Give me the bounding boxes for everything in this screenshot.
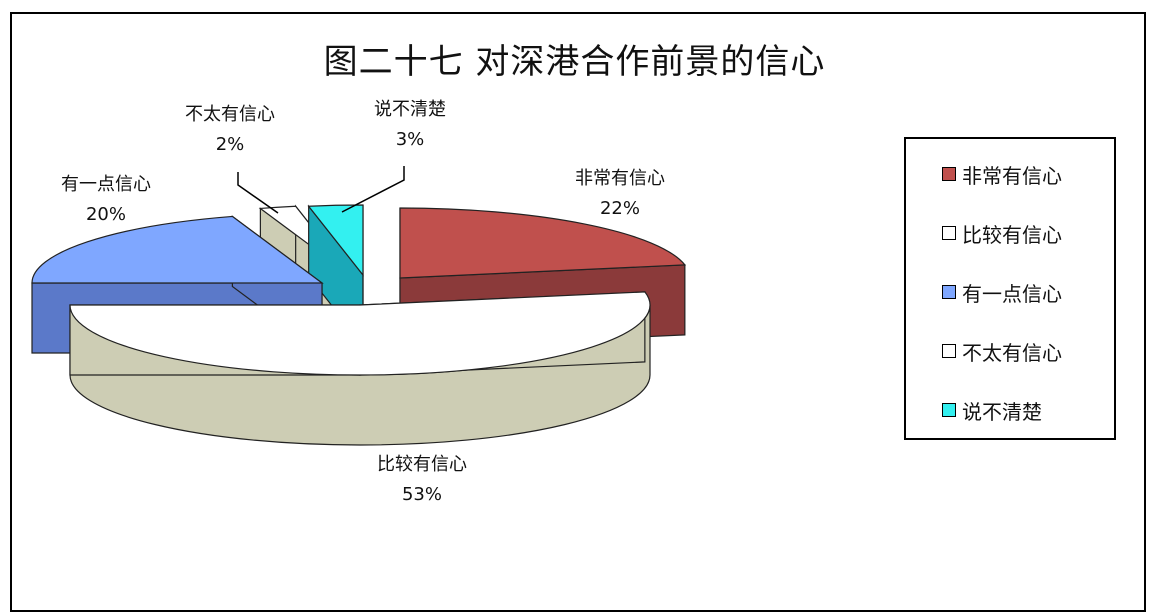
legend-item: 非常有信心 xyxy=(942,161,1062,188)
leader-line xyxy=(237,172,279,214)
slice-top xyxy=(307,204,364,277)
legend-item: 说不清楚 xyxy=(942,397,1042,424)
data-label-value: 22% xyxy=(600,198,640,219)
pie-chart: 非常有信心 22% 比较有信心 53% 有一点信心 20% 不太有信心 2% 说不清楚 3% xyxy=(31,99,687,505)
legend-swatch xyxy=(942,403,956,417)
pie-slice xyxy=(69,291,651,446)
data-label-category: 比较有信心 xyxy=(377,454,467,475)
legend: 非常有信心比较有信心有一点信心不太有信心说不清楚 xyxy=(904,137,1116,440)
data-label-category: 有一点信心 xyxy=(61,174,151,195)
legend-label: 比较有信心 xyxy=(962,222,1062,247)
legend-swatch xyxy=(942,285,956,299)
legend-swatch xyxy=(942,226,956,240)
legend-label: 说不清楚 xyxy=(962,399,1042,424)
data-label-category: 说不清楚 xyxy=(374,99,446,120)
legend-item: 有一点信心 xyxy=(942,279,1062,306)
legend-swatch xyxy=(942,167,956,181)
slice-top xyxy=(399,207,687,279)
legend-item: 不太有信心 xyxy=(942,338,1062,365)
data-label-value: 20% xyxy=(86,204,126,225)
legend-swatch xyxy=(942,344,956,358)
data-label-category: 不太有信心 xyxy=(185,104,275,125)
data-label-value: 53% xyxy=(402,484,442,505)
data-label-value: 2% xyxy=(216,134,245,155)
chart-title: 图二十七 对深港合作前景的信心 xyxy=(323,42,826,82)
legend-item: 比较有信心 xyxy=(942,220,1062,247)
legend-label: 有一点信心 xyxy=(962,281,1062,306)
data-label-category: 非常有信心 xyxy=(575,168,665,189)
slice-top xyxy=(31,215,324,284)
leader-line xyxy=(341,166,405,213)
legend-label: 不太有信心 xyxy=(962,340,1062,365)
legend-label: 非常有信心 xyxy=(962,163,1062,188)
slice-top xyxy=(69,291,651,376)
data-label-value: 3% xyxy=(396,129,425,150)
